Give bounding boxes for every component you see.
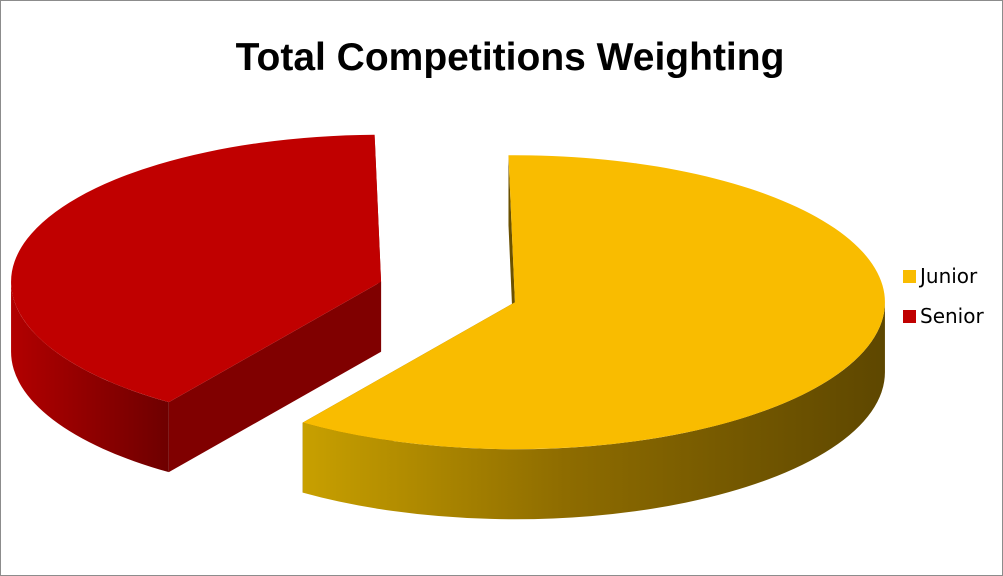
legend: Junior Senior [903,263,984,343]
pie-slice-senior-top [11,134,382,403]
legend-item-senior: Senior [903,303,984,329]
legend-label-junior: Junior [920,264,978,288]
pie-slice-junior [302,155,885,520]
chart-title: Total Competitions Weighting [235,36,785,79]
pie-slice-senior [11,134,382,473]
pie-slice-senior-wall-start [168,281,382,473]
legend-swatch-junior [903,269,916,283]
legend-swatch-senior [903,309,916,323]
legend-item-junior: Junior [903,263,984,289]
legend-label-senior: Senior [920,304,984,328]
pie-slice-junior-side [302,302,885,520]
pie-slice-senior-side [11,281,169,473]
pie-slice-junior-top [302,155,885,450]
